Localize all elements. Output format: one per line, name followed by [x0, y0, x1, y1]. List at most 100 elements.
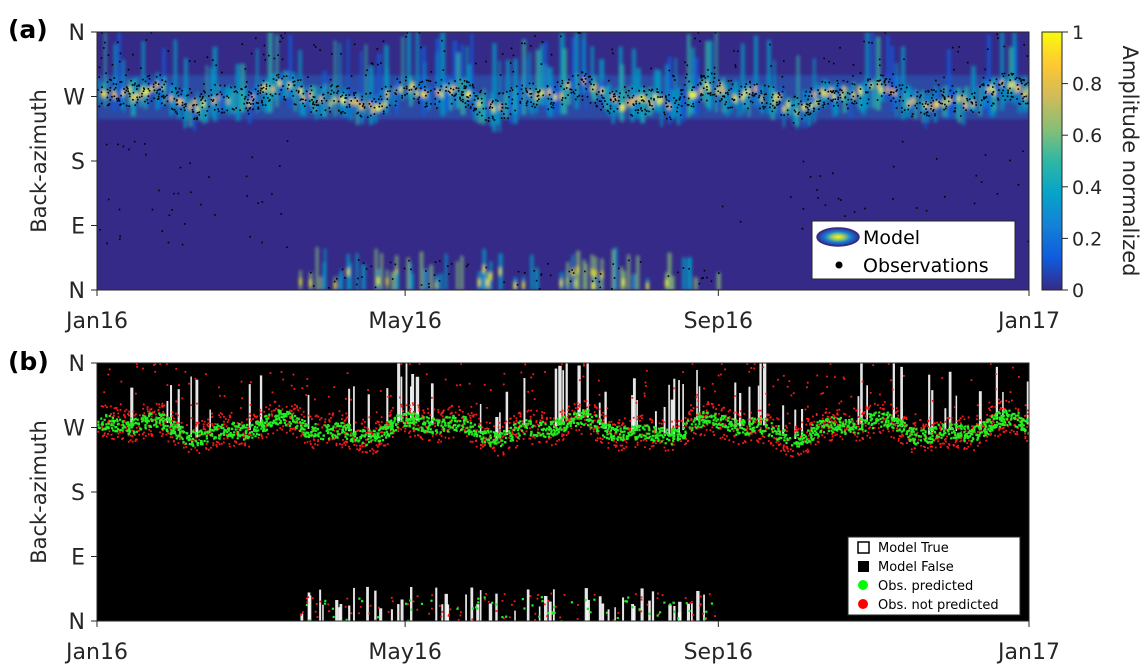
obs-predicted-dot [393, 420, 396, 423]
observation-dot [975, 101, 977, 104]
obs-not-predicted-dot [223, 423, 226, 426]
obs-predicted-dot [370, 439, 373, 442]
observation-dot [173, 192, 175, 195]
obs-not-predicted-dot [612, 619, 615, 621]
obs-not-predicted-dot [328, 413, 331, 415]
obs-not-predicted-dot [338, 428, 341, 431]
observation-dot [609, 105, 612, 107]
obs-not-predicted-dot [259, 411, 262, 414]
observation-dot [293, 84, 296, 87]
obs-not-predicted-dot [148, 428, 151, 431]
observation-dot [571, 269, 573, 271]
obs-not-predicted-dot [853, 407, 855, 410]
observation-dot [973, 202, 976, 205]
observation-dot [181, 104, 184, 107]
obs-not-predicted-dot [746, 363, 749, 365]
obs-not-predicted-dot [161, 417, 163, 419]
observation-dot [991, 93, 994, 96]
obs-not-predicted-dot [232, 424, 235, 427]
observation-dot [495, 99, 497, 101]
model-streak [460, 78, 466, 116]
obs-not-predicted-dot [577, 404, 580, 407]
obs-not-predicted-dot [480, 444, 482, 446]
observation-dot [436, 107, 438, 109]
observation-dot [1002, 89, 1004, 92]
obs-predicted-dot [305, 603, 309, 607]
observation-dot [575, 98, 577, 101]
observation-dot [259, 89, 262, 92]
obs-not-predicted-dot [317, 440, 319, 443]
obs-not-predicted-dot [310, 418, 313, 421]
observation-dot [159, 74, 162, 76]
observation-dot [316, 99, 318, 102]
obs-not-predicted-dot [1024, 437, 1027, 439]
obs-not-predicted-dot [361, 451, 364, 453]
observation-dot [144, 80, 147, 83]
observation-dot [1003, 45, 1006, 48]
observation-dot [261, 99, 263, 102]
observation-dot [181, 101, 184, 104]
observation-dot [631, 96, 634, 99]
observation-dot [674, 79, 676, 81]
obs-not-predicted-dot [440, 435, 443, 438]
obs-not-predicted-dot [900, 424, 903, 427]
obs-not-predicted-dot [372, 439, 375, 441]
obs-not-predicted-dot [662, 439, 665, 442]
obs-predicted-dot [278, 418, 281, 421]
obs-not-predicted-dot [457, 606, 460, 609]
observation-dot [454, 98, 457, 101]
observation-dot [570, 88, 573, 91]
observation-dot [215, 104, 218, 106]
obs-predicted-dot [345, 432, 348, 436]
model-true-streak [405, 363, 408, 420]
observation-dot [648, 110, 650, 113]
model-hotspot [309, 91, 312, 98]
observation-dot [300, 98, 303, 100]
obs-not-predicted-dot [561, 363, 563, 365]
observation-dot [418, 102, 420, 105]
model-hotspot [699, 87, 702, 94]
observation-dot [521, 92, 524, 95]
obs-not-predicted-dot [672, 448, 674, 451]
observation-dot [790, 196, 792, 198]
observation-dot [330, 93, 332, 95]
obs-not-predicted-dot [1024, 415, 1026, 417]
observation-dot [340, 95, 342, 98]
obs-not-predicted-dot [955, 438, 958, 441]
obs-not-predicted-dot [375, 444, 378, 447]
observation-dot [122, 145, 125, 148]
model-streak [395, 77, 399, 115]
observation-dot [219, 91, 222, 93]
panel-a-y-tick-label: W [63, 86, 85, 111]
obs-not-predicted-dot [922, 425, 925, 428]
observation-dot [440, 85, 442, 88]
obs-not-predicted-dot [646, 603, 649, 606]
obs-predicted-dot [136, 418, 139, 421]
obs-not-predicted-dot [944, 437, 947, 440]
observation-dot [878, 58, 881, 61]
obs-not-predicted-dot [595, 407, 598, 409]
model-streak [559, 32, 565, 115]
obs-not-predicted-dot [391, 600, 394, 603]
observation-dot [1020, 82, 1023, 85]
observation-dot [740, 85, 743, 88]
observation-dot [463, 87, 465, 89]
obs-not-predicted-dot [418, 426, 421, 429]
model-streak [890, 45, 895, 113]
observation-dot [702, 75, 704, 78]
model-streak [449, 80, 453, 111]
model-hotspot [477, 100, 481, 107]
obs-predicted-dot [239, 427, 242, 430]
obs-not-predicted-dot [651, 419, 653, 422]
obs-not-predicted-dot [194, 446, 197, 449]
obs-not-predicted-dot [162, 410, 165, 413]
observation-dot [701, 79, 703, 82]
obs-not-predicted-dot [518, 411, 521, 414]
obs-not-predicted-dot [784, 439, 787, 442]
obs-not-predicted-dot [400, 363, 403, 365]
model-streak [205, 65, 208, 124]
observation-dot [297, 90, 300, 92]
obs-not-predicted-dot [459, 614, 462, 617]
obs-predicted-dot [714, 423, 717, 426]
obs-not-predicted-dot [363, 442, 366, 445]
